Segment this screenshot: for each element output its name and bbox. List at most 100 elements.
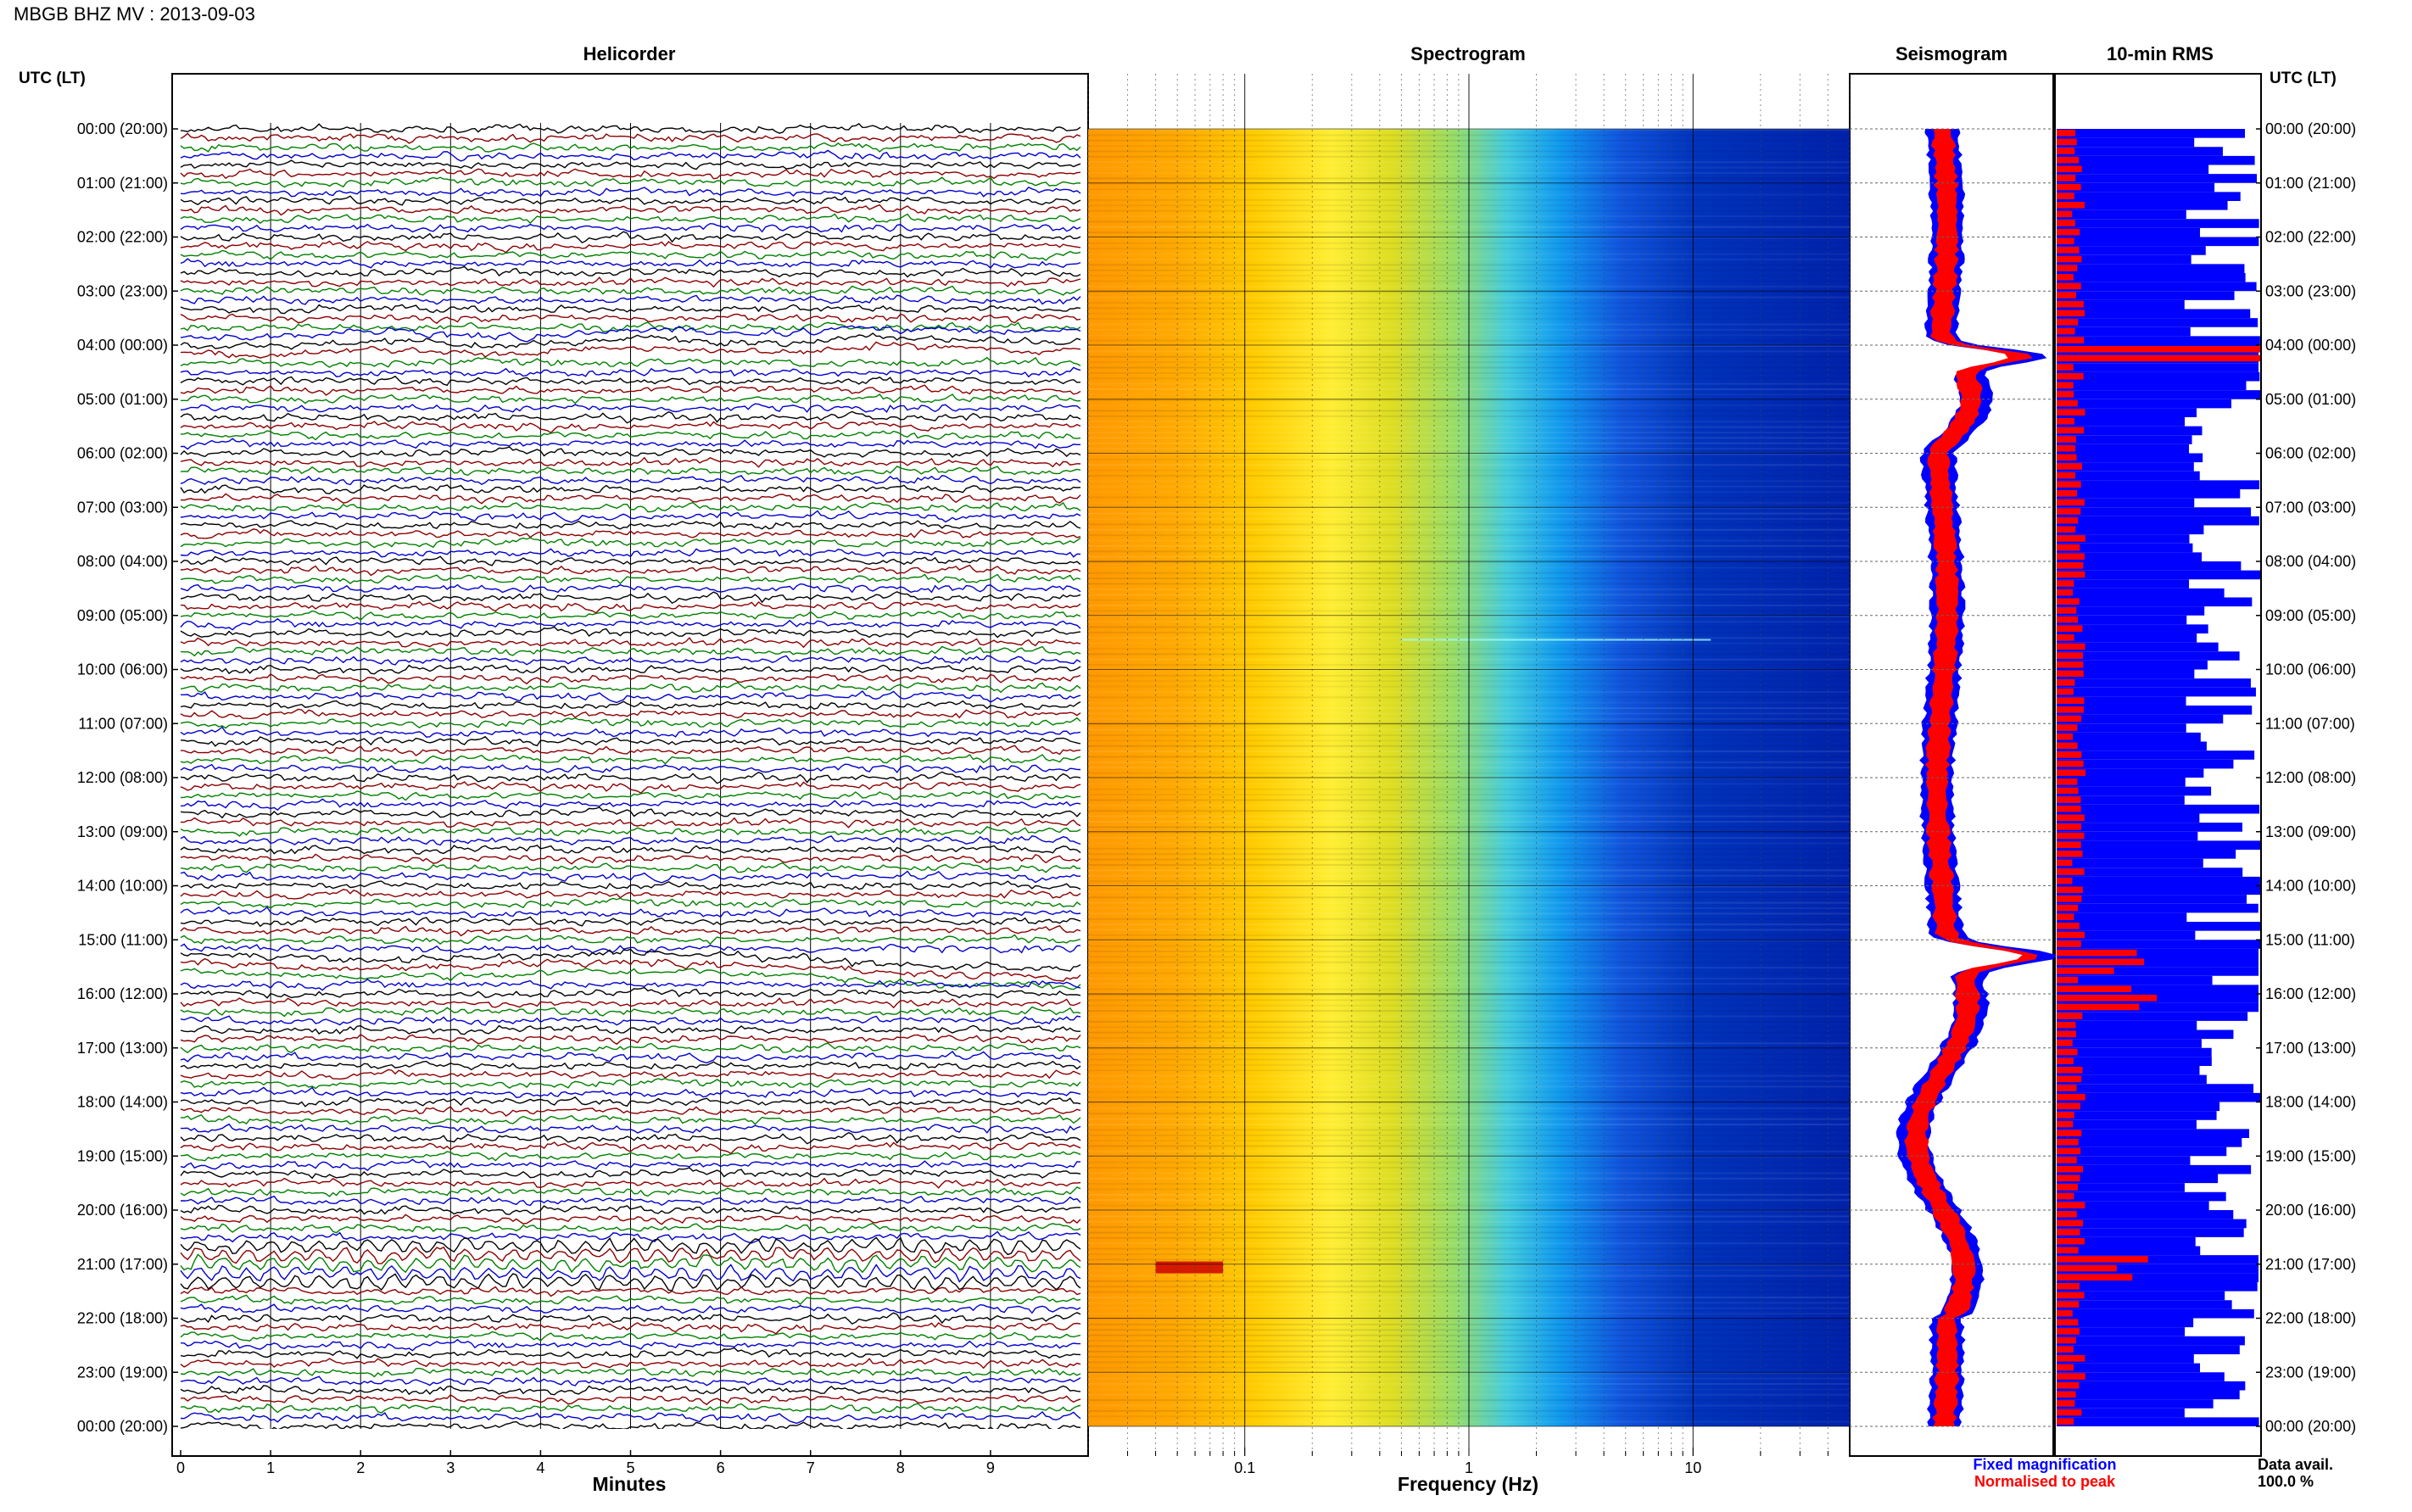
helicorder-trace [180,986,1081,999]
rms-bar [2057,507,2252,516]
helicorder-trace [180,1403,1081,1414]
rms-normalised-bar [2057,652,2083,659]
rms-bar [2057,1300,2232,1309]
rms-bar [2057,1372,2225,1381]
helicorder-trace [180,583,1081,594]
helicorder-trace [180,430,1081,441]
frequency-tick-label: 10 [1684,1459,1701,1476]
helicorder-trace [180,664,1081,675]
rms-bar [2057,696,2186,706]
rms-normalised-bar [2057,553,2085,560]
rms-normalised-bar [2057,499,2085,506]
hour-label-left: 11:00 (07:00) [78,715,168,732]
rms-bar [2057,1408,2185,1418]
hour-label-left: 02:00 (22:00) [77,229,168,246]
rms-bar [2057,1183,2185,1192]
rms-bar [2057,219,2259,228]
rms-normalised-bar [2057,1409,2082,1416]
helicorder-trace [180,132,1081,144]
rms-normalised-bar [2057,364,2074,371]
rms-normalised-bar [2057,1381,2080,1389]
rms-normalised-bar [2057,138,2077,146]
helicorder-trace [180,1367,1081,1378]
rms-bar [2057,858,2203,868]
rms-normalised-bar [2057,877,2073,884]
rms-bar [2057,147,2223,156]
rms-bar [2057,1390,2240,1400]
hour-label-right: 16:00 (12:00) [2265,985,2356,1002]
rms-normalised-bar [2057,1391,2076,1398]
rms-bar [2057,706,2253,715]
hour-label-right: 09:00 (05:00) [2265,607,2356,624]
rms-normalised-bar [2057,968,2114,974]
helicorder-trace [180,817,1081,829]
rms-normalised-bar [2057,976,2079,984]
seismogram-title: Seismogram [1896,43,2007,64]
rms-bar [2057,489,2241,499]
rms-normalised-bar [2057,1219,2084,1227]
hour-label-right: 22:00 (18:00) [2265,1310,2356,1327]
rms-bar [2057,246,2206,255]
rms-normalised-bar [2057,237,2074,245]
minute-tick-label: 7 [807,1459,815,1476]
rms-bar [2057,453,2203,463]
rms-normalised-bar [2057,1211,2077,1218]
helicorder-trace [180,897,1081,909]
helicorder-trace [181,690,1081,704]
helicorder-trace [180,520,1081,530]
rms-normalised-bar [2057,1364,2074,1371]
legend-normalised-to-peak: Normalised to peak [1974,1473,2116,1490]
rms-normalised-bar [2057,923,2080,929]
helicorder-trace [180,384,1081,396]
helicorder-trace [180,1086,1081,1098]
hour-label-right: 01:00 (21:00) [2265,175,2356,192]
rms-normalised-bar [2057,598,2080,605]
helicorder-trace [180,726,1081,738]
rms-bar [2057,732,2201,742]
rms-bar [2057,182,2215,192]
rms-bar [2057,1345,2240,1354]
helicorder-trace [180,176,1081,188]
hour-label-right: 08:00 (04:00) [2265,553,2356,570]
helicorder-trace [180,222,1081,233]
hour-label-left: 08:00 (04:00) [77,553,168,570]
rms-normalised-bar [2057,1336,2076,1344]
rms-normalised-bar [2057,1184,2078,1191]
helicorder-trace [180,438,1080,450]
rms-bar [2057,309,2251,319]
rms-bar [2057,1327,2186,1336]
helicorder-trace [180,555,1081,566]
rms-normalised-bar [2057,895,2082,902]
rms-bar [2057,462,2194,471]
rms-normalised-bar [2057,202,2085,209]
rms-normalised-bar [2057,1075,2082,1083]
helicorder-trace [180,1060,1081,1071]
rms-normalised-bar [2057,625,2083,632]
rms-normalised-bar [2057,1319,2079,1326]
helicorder-trace [180,781,1081,795]
minute-tick-label: 1 [266,1459,275,1476]
hour-label-right: 19:00 (15:00) [2265,1147,2356,1164]
helicorder-trace [180,745,1081,756]
rms-normalised-bar [2057,769,2085,776]
helicorder-trace [180,446,1081,458]
rms-normalised-bar [2057,1355,2085,1362]
rms-normalised-bar [2057,949,2137,957]
rms-bar [2057,940,2260,949]
rms-bar [2057,1138,2242,1147]
minute-tick-label: 9 [986,1459,995,1476]
hour-label-right: 14:00 (10:00) [2265,878,2356,895]
rms-normalised-bar [2057,958,2145,966]
helicorder-trace [180,1253,1081,1274]
rms-normalised-bar [2057,1237,2085,1245]
helicorder-trace [180,673,1081,685]
helicorder-trace [180,249,1081,261]
helicorder-trace [180,1151,1081,1162]
helicorder-trace [180,880,1081,890]
rms-bar [2057,957,2258,968]
rms-bar [2057,1363,2201,1373]
rms-bar [2057,371,2260,382]
rms-bar [2057,1318,2194,1328]
rms-normalised-bar [2057,418,2074,425]
helicorder-trace [180,645,1081,657]
